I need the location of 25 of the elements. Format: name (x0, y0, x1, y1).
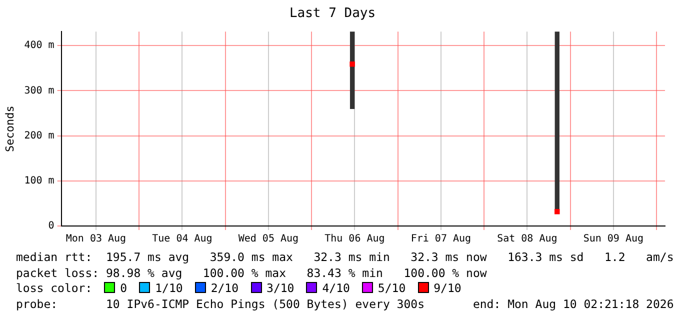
x-tick-label: Mon 03 Aug (66, 234, 126, 245)
chart-title: Last 7 Days (289, 6, 376, 22)
y-tick-label: 400 m (24, 40, 54, 52)
x-tick-label: Wed 05 Aug (238, 234, 299, 245)
text: probe: 10 IPv6-ICMP Echo Pings (500 Bytes) every 300s end: Mon Aug 10 02:21:18 2026 (16, 296, 674, 310)
legend-label: 4/10 (322, 281, 350, 295)
x-tick-label: Thu 06 Aug (324, 234, 385, 245)
y-axis-title: Seconds (3, 106, 16, 152)
legend-label: 3/10 (266, 281, 294, 295)
legend-label: 5/10 (378, 281, 406, 295)
y-tick-label: 200 m (24, 130, 54, 142)
y-tick-label: 100 m (24, 175, 54, 186)
x-tick-label: Sun 09 Aug (583, 234, 644, 245)
x-tick-label: Tue 04 Aug (152, 234, 212, 245)
legend-label: 0 (120, 281, 128, 295)
text: packet loss: 98.98 % avg 100.00 % max 83.43 % min 100.00 % now (16, 266, 487, 280)
x-tick-label: Sat 08 Aug (497, 234, 558, 245)
text: median rtt: 195.7 ms avg 359.0 ms max 32.3 ms min 32.3 ms now 163.3 ms sd 1.2 am/s (16, 250, 674, 264)
legend-label: 2/10 (210, 281, 239, 295)
y-tick-label: 300 m (24, 85, 54, 96)
legend-label: 9/10 (434, 281, 462, 295)
x-tick-label: Fri 07 Aug (410, 234, 472, 245)
legend-label: 1/10 (155, 281, 183, 295)
y-tick-label: 0 (48, 220, 54, 232)
legend-title: loss color: (16, 281, 92, 295)
